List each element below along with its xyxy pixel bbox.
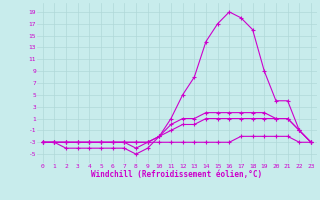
X-axis label: Windchill (Refroidissement éolien,°C): Windchill (Refroidissement éolien,°C) bbox=[91, 170, 262, 179]
